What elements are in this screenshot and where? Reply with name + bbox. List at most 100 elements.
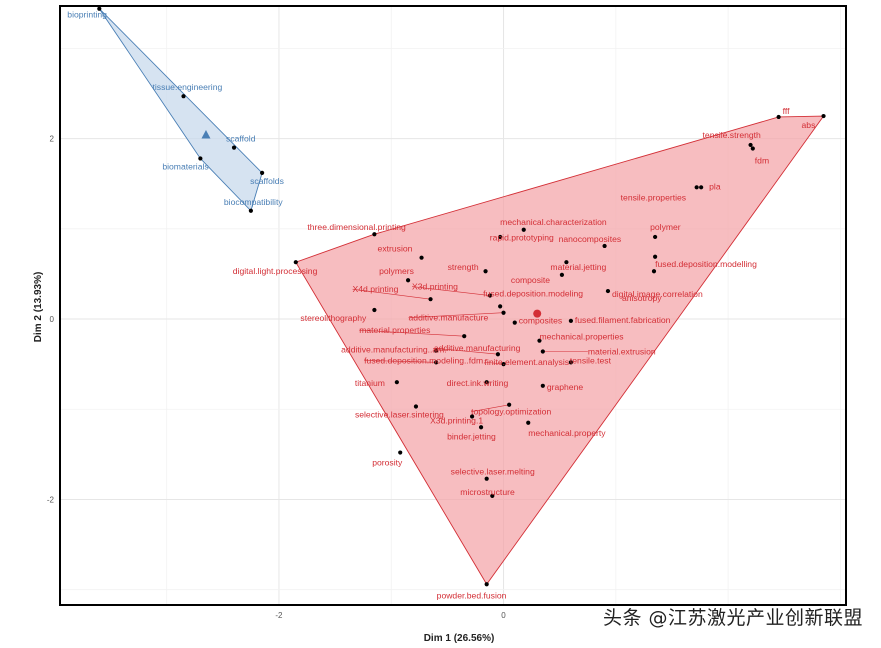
point-fused-filament-fabrication: [568, 318, 574, 323]
leader-additive-manufacture: [408, 312, 504, 319]
point-digital-light-processing: [293, 260, 298, 265]
label-tissue-engineering: tissue.engineering: [153, 82, 223, 92]
label-additive-manufacture: additive.manufacture: [409, 313, 489, 323]
hulls: [98, 8, 825, 586]
label-x3d-printing: X3d.printing: [412, 282, 458, 292]
label-x3d-printing-1: X3d.printing.1: [430, 415, 483, 425]
label-tensile-strength: tensile.strength: [703, 130, 762, 140]
label-fused-deposition-modeling-fdm: fused.deposition.modeling..fdm.: [364, 355, 485, 365]
point-strength: [483, 269, 488, 274]
label-fused-deposition-modeling: fused.deposition.modeling: [483, 288, 583, 298]
point-binder-jetting: [478, 425, 484, 430]
points: [97, 6, 826, 587]
point-x4d-printing: [428, 297, 433, 302]
label-scaffold: scaffold: [226, 134, 256, 144]
point-x3d-printing: [487, 293, 493, 298]
label-strength: strength: [448, 262, 479, 272]
label-direct-ink-writing: direct.ink.writing: [447, 378, 509, 388]
label-graphene: graphene: [547, 382, 584, 392]
y-tick-label: -2: [47, 495, 55, 504]
point-selective-laser-melting: [484, 476, 489, 481]
label-microstructure: microstructure: [460, 487, 515, 497]
point-rapid-prototyping: [521, 227, 526, 232]
label-fff: fff: [783, 106, 790, 116]
point-mechanical-characterization: [498, 234, 503, 240]
label-composite: composite: [511, 275, 550, 285]
x-tick-label: 0: [501, 611, 506, 620]
point-powder-bed-fusion: [484, 582, 489, 587]
leader-additive-manufacturing: [433, 347, 498, 355]
point-three-dimensional-printing: [372, 232, 377, 237]
label-tensile-properties: tensile.properties: [621, 192, 686, 202]
point-fused-deposition-modelling: [653, 254, 658, 259]
point-mechanical-properties: [537, 338, 542, 343]
y-tick-label: 2: [50, 135, 55, 144]
point-finite-element-analysis: [501, 362, 506, 367]
y-axis-title: Dim 2 (13.93%): [33, 272, 44, 343]
leader-x4d-printing: [352, 288, 431, 300]
label-additive-manufacturing-am: additive.manufacturing..am.: [341, 345, 447, 355]
point-extrusion: [419, 255, 424, 260]
point-porosity: [398, 450, 403, 455]
point-x3d-printing-1: [469, 414, 475, 419]
label-material-extrusion: material.extrusion: [588, 347, 656, 357]
point-stereolithography: [372, 307, 377, 313]
label-tensile-test: tensile.test: [570, 355, 612, 365]
label-powder-bed-fusion: powder.bed.fusion: [437, 590, 507, 600]
label-biomaterials: biomaterials: [162, 161, 208, 171]
label-additive-manufacturing: additive.manufacturing: [434, 343, 521, 353]
point-pla: [699, 185, 704, 190]
label-titanium: titanium: [355, 378, 385, 388]
point-fdm: [750, 146, 755, 151]
label-extrusion: extrusion: [378, 244, 413, 254]
label-selective-laser-sintering: selective.laser.sintering: [355, 410, 444, 420]
point-fused-deposition-modeling-fdm: [434, 360, 439, 365]
label-pla: pla: [709, 181, 721, 191]
label-x4d-printing: X4d.printing: [353, 284, 399, 294]
label-abs: abs: [802, 120, 816, 130]
point-additive-manufacture: [501, 310, 506, 315]
point-material-properties: [462, 334, 467, 339]
leader-material-properties: [359, 329, 465, 337]
point-tensile-strength: [748, 142, 753, 148]
label-fdm: fdm: [755, 156, 769, 166]
point-titanium: [394, 380, 399, 385]
leader-fused-deposition-modeling-fdm: [364, 360, 437, 363]
point-composites: [512, 320, 517, 325]
label-digital-light-processing: digital.light.processing: [233, 266, 318, 276]
point-fused-deposition-modeling: [498, 304, 503, 309]
label-finite-element-analysis: finite.element.analysis: [485, 357, 570, 367]
point-polymers: [405, 278, 411, 283]
label-material-properties: material.properties: [359, 325, 430, 335]
label-selective-laser-melting: selective.laser.melting: [451, 467, 535, 477]
point-polymer: [653, 234, 658, 240]
y-tick-labels: 2 0 -2: [47, 135, 55, 505]
label-bioprinting: bioprinting: [67, 10, 107, 20]
label-scaffolds: scaffolds: [250, 176, 284, 186]
point-scaffolds: [260, 170, 265, 175]
centroid-marker-2: [533, 309, 542, 318]
leader-finite-element-analysis: [484, 361, 504, 365]
point-additive-manufacturing-am: [434, 348, 439, 353]
label-material-jetting: material.jetting: [550, 262, 606, 272]
label-leaders: [352, 286, 588, 413]
label-mechanical-characterization: mechanical.characterization: [500, 217, 607, 227]
centroids: [201, 130, 542, 318]
x-tick-labels: -2 0: [275, 611, 506, 620]
watermark-text: 头条 @江苏激光产业创新联盟: [602, 607, 863, 629]
plot-frame: [59, 5, 847, 606]
label-fused-deposition-modelling: fused.deposition.modelling: [655, 259, 757, 269]
label-topology-optimization: topology.optimization: [471, 407, 551, 417]
point-tissue-engineering: [181, 94, 186, 99]
point-abs: [821, 113, 826, 119]
label-stereolithography: stereolithography: [300, 313, 367, 323]
label-digital-image-correlation: digital.image.correlation: [612, 289, 703, 299]
point-biocompatibility: [248, 208, 253, 213]
x-axis-title: Dim 1 (26.56%): [424, 633, 495, 644]
point-additive-manufacturing: [495, 352, 501, 357]
label-polymer: polymer: [650, 222, 681, 232]
point-mechanical-property: [526, 420, 531, 425]
point-biomaterials: [198, 156, 203, 161]
point-direct-ink-writing: [484, 380, 489, 385]
